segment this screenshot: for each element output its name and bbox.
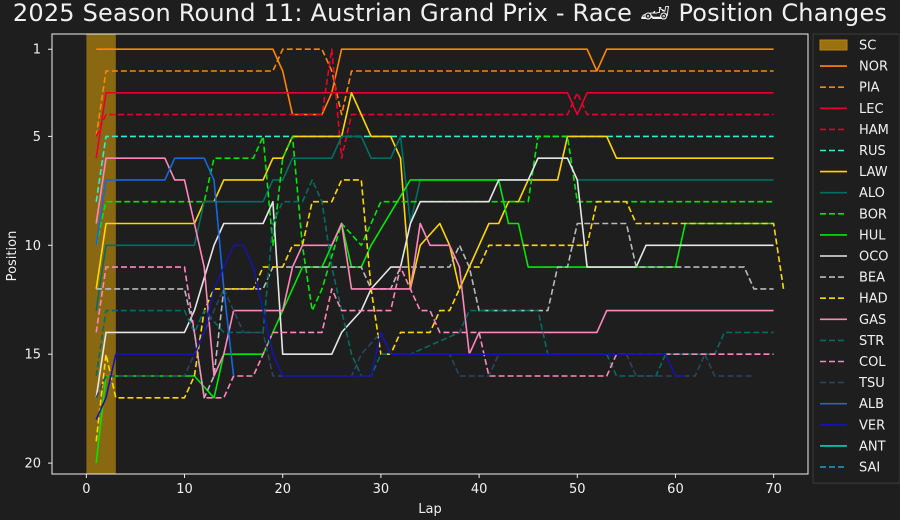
legend-label-oco: OCO (859, 250, 889, 265)
x-tick-label: 30 (373, 482, 390, 497)
series-line-col (95, 266, 774, 399)
series-line-oco (95, 157, 774, 398)
series-line-bea (96, 222, 774, 399)
x-tick-label: 50 (569, 482, 586, 497)
legend-label-ant: ANT (859, 439, 886, 454)
y-tick-label: 10 (24, 239, 41, 254)
y-tick-label: 1 (33, 43, 41, 58)
legend-label-hul: HUL (859, 228, 886, 243)
legend-label-alb: ALB (859, 397, 884, 412)
legend-label-gas: GAS (859, 313, 886, 328)
x-tick-label: 40 (471, 482, 488, 497)
y-tick-label: 20 (24, 457, 41, 472)
legend: SC NOR PIA LEC HAM RUS LAW ALO BOR HUL OCO BEA HAD GA… (812, 33, 900, 484)
series-line-bor (95, 135, 774, 312)
legend-label-sc: SC (859, 39, 876, 54)
legend-label-ver: VER (859, 418, 885, 433)
legend-label-bea: BEA (859, 271, 885, 286)
legend-label-bor: BOR (859, 207, 887, 222)
y-axis-label: Position (5, 231, 20, 282)
legend-swatch-sc (819, 39, 848, 51)
chart-title: 2025 Season Round 11: Austrian Grand Pri… (12, 0, 888, 27)
legend-label-lec: LEC (859, 102, 884, 117)
y-tick-label: 5 (33, 130, 41, 145)
legend-label-col: COL (859, 355, 886, 370)
series-line-gas (95, 157, 774, 377)
series-line-pia (95, 48, 774, 137)
legend-label-ham: HAM (859, 123, 889, 138)
x-tick-label: 60 (667, 482, 684, 497)
x-tick-label: 70 (765, 482, 782, 497)
legend-label-alo: ALO (859, 186, 885, 201)
legend-label-rus: RUS (859, 144, 886, 159)
x-tick-label: 0 (82, 482, 90, 497)
legend-label-sai: SAI (859, 461, 880, 476)
series-line-tsu (95, 288, 754, 399)
legend-label-tsu: TSU (858, 376, 885, 391)
legend-label-str: STR (859, 334, 884, 349)
y-tick-label: 15 (24, 348, 41, 363)
legend-label-nor: NOR (859, 60, 888, 75)
x-tick-label: 20 (274, 482, 291, 497)
x-tick-label: 10 (176, 482, 193, 497)
legend-label-had: HAD (859, 292, 888, 307)
plot-background (52, 34, 808, 474)
x-axis-label: Lap (418, 502, 441, 517)
plot-frame (51, 33, 809, 475)
series-line-ver (95, 244, 686, 420)
legend-label-pia: PIA (859, 81, 880, 96)
series-line-rus (95, 135, 774, 202)
legend-label-law: LAW (859, 165, 888, 180)
